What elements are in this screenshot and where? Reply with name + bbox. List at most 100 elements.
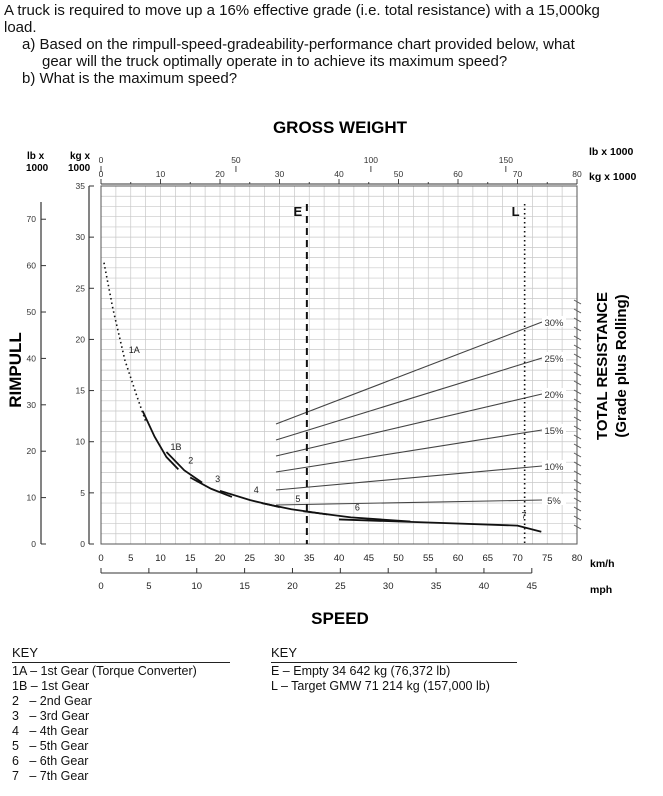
resistance-label: 10% [544,462,564,473]
top-tick-label-kg: 10 [156,169,166,179]
resistance-label-bg [542,460,566,471]
key-gears-item: 1B – 1st Gear [12,679,90,693]
x-tick-label-mph: 5 [146,581,151,592]
top-tick-label-lb: 150 [499,155,513,165]
y-tick-label-kg: 35 [76,181,86,191]
resistance-label: 15% [544,426,564,437]
resistance-label: 20% [544,390,564,401]
y-tick-label-lb: 10 [27,493,37,503]
resistance-label: 25% [544,354,564,365]
x-unit-kmh: km/h [590,558,615,570]
x-tick-label-kmh: 45 [363,553,374,564]
x-tick-label-kmh: 65 [482,553,493,564]
key-gears-item: 6 – 6th Gear [12,754,89,768]
question-line-2: load. [4,19,37,36]
question-a-line-2: gear will the truck optimally operate in… [42,53,508,70]
key-gears-item: 3 – 3rd Gear [12,709,90,723]
top-tick-label-kg: 30 [275,169,285,179]
gear-curve-7 [338,518,542,533]
key-gears-item: 4 – 4th Gear [12,724,89,738]
gear-curve-3 [189,476,233,498]
gear-label: 1B [170,442,181,452]
top-unit-kg: kg x 1000 [589,171,636,183]
key-gears-item: 5 – 5th Gear [12,739,89,753]
gear-label: 4 [254,485,259,495]
plot-frame [100,185,578,545]
gear-curve-2 [165,451,203,484]
x-tick-label-kmh: 10 [155,553,166,564]
key-weights-title: KEY [271,645,298,660]
y-tick-label-lb: 60 [27,261,37,271]
x-tick-label-mph: 0 [98,581,103,592]
y-tick-label-kg: 0 [80,539,85,549]
x-tick-label-kmh: 50 [393,553,404,564]
question-b: b) What is the maximum speed? [22,70,238,87]
y-tick-label-lb: 30 [27,400,37,410]
chart-title: GROSS WEIGHT [273,118,408,137]
key-gears-divider [12,662,230,663]
gear-label: 2 [188,455,193,465]
right-axis-title-1: TOTAL RESISTANCE [594,292,611,440]
key-gears-item: 2 – 2nd Gear [12,694,92,708]
resistance-line [275,499,543,506]
resistance-line [275,393,543,457]
key-weights-item: L – Target GMW 71 214 kg (157,000 lb) [271,679,490,693]
y-tick-label-lb: 70 [27,214,37,224]
x-tick-label-kmh: 60 [453,553,464,564]
gear-label: 1A [129,345,140,355]
x-tick-label-mph: 10 [191,581,202,592]
resistance-lines [275,299,582,530]
x-tick-label-mph: 30 [383,581,394,592]
top-tick-label-kg: 80 [572,169,582,179]
left-unit-kg-2: 1000 [68,163,91,174]
x-tick-label-mph: 35 [431,581,442,592]
top-tick-label-kg: 0 [99,169,104,179]
y-tick-label-lb: 50 [27,307,37,317]
x-tick-label-mph: 40 [479,581,490,592]
y-tick-label-kg: 20 [76,334,86,344]
key-gears: KEY 1A – 1st Gear (Torque Converter) 1B … [12,645,230,784]
x-tick-label-kmh: 15 [185,553,196,564]
y-tick-label-lb: 40 [27,353,37,363]
x-tick-label-kmh: 30 [274,553,285,564]
resistance-label-bg [542,352,566,363]
top-tick-label-kg: 60 [453,169,463,179]
x-tick-label-mph: 25 [335,581,346,592]
resistance-line [275,321,543,425]
x-tick-label-kmh: 80 [572,553,583,564]
key-weights: KEY E – Empty 34 642 kg (76,372 lb) L – … [271,645,517,694]
resistance-label-bg [542,494,566,505]
gear-label: 7 [522,511,527,521]
gear-label: 5 [295,494,300,504]
top-tick-label-lb: 0 [99,155,104,165]
question-line-1: A truck is required to move up a 16% eff… [4,2,600,19]
x-tick-label-kmh: 70 [512,553,523,564]
top-tick-label-kg: 40 [334,169,344,179]
x-tick-label-kmh: 55 [423,553,434,564]
resistance-label: 5% [547,496,561,507]
chart-axes [40,166,578,574]
x-tick-label-kmh: 35 [304,553,315,564]
y-tick-label-kg: 25 [76,283,86,293]
gear-curves [103,262,542,533]
key-gears-item: 7 – 7th Gear [12,769,89,783]
x-tick-label-kmh: 0 [98,553,103,564]
y-tick-label-lb: 0 [31,539,36,549]
top-tick-label-kg: 70 [513,169,523,179]
resistance-line [275,465,543,491]
resistance-label-bg [542,424,566,435]
x-tick-label-mph: 45 [527,581,538,592]
top-unit-lb: lb x 1000 [589,146,634,158]
key-weights-divider [271,662,517,663]
x-tick-label-kmh: 20 [215,553,226,564]
x-unit-mph: mph [590,584,612,596]
x-axis-title: SPEED [311,609,369,628]
x-tick-label-kmh: 25 [244,553,255,564]
gross-weight-marker-label: E [294,204,303,219]
chart-grid [100,185,578,545]
y-tick-label-lb: 20 [27,446,37,456]
question-a-line-1: a) Based on the rimpull-speed-gradeabili… [22,36,575,53]
resistance-label-bg [542,388,566,399]
